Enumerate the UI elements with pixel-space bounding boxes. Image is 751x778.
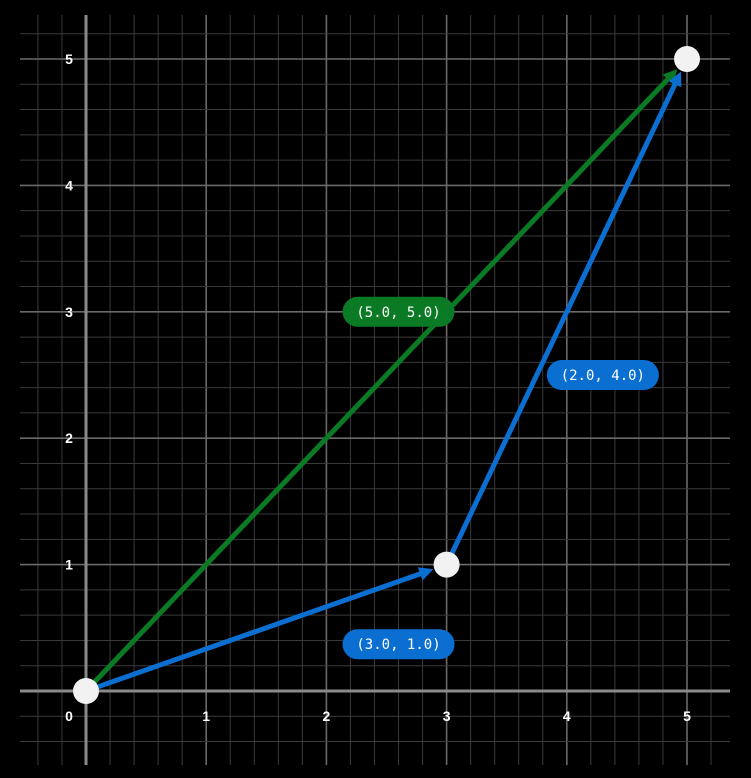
point-marker bbox=[73, 678, 99, 704]
vector-label-pill bbox=[342, 629, 455, 660]
x-tick-label: 0 bbox=[65, 708, 73, 724]
y-tick-label: 3 bbox=[65, 304, 73, 320]
y-tick-label: 1 bbox=[65, 557, 73, 573]
x-tick-label: 2 bbox=[323, 708, 331, 724]
vector-label-text: (5.0, 5.0) bbox=[356, 305, 440, 321]
vector-label-text: (2.0, 4.0) bbox=[561, 368, 645, 384]
x-tick-label: 3 bbox=[443, 708, 451, 724]
x-tick-label: 5 bbox=[683, 708, 691, 724]
vector-label: (2.0, 4.0) bbox=[546, 360, 659, 390]
vector-green-shaft bbox=[90, 76, 671, 687]
vector-label-text: (3.0, 1.0) bbox=[356, 637, 440, 653]
vector-blue-shaft bbox=[448, 81, 678, 559]
point-marker bbox=[674, 46, 700, 72]
vectors bbox=[90, 69, 682, 691]
points bbox=[73, 46, 700, 704]
vector-blue-arrowhead bbox=[417, 567, 434, 581]
y-tick-label: 5 bbox=[65, 51, 73, 67]
vector-blue-arrowhead bbox=[668, 71, 682, 88]
point-marker bbox=[433, 551, 460, 578]
vector-label-pill bbox=[342, 296, 455, 327]
vector-label: (3.0, 1.0) bbox=[342, 629, 455, 660]
vector-label-pill bbox=[546, 360, 659, 390]
vector-blue-shaft bbox=[92, 571, 423, 691]
axes bbox=[20, 15, 730, 765]
vector-labels: (5.0, 5.0) (3.0, 1.0) (2.0, 4.0) bbox=[342, 296, 659, 660]
tick-labels: 0 1 2 3 4 5 1 2 3 4 5 bbox=[65, 51, 691, 724]
vector-label: (5.0, 5.0) bbox=[342, 296, 455, 327]
y-tick-label: 2 bbox=[65, 430, 73, 446]
x-tick-label: 1 bbox=[202, 708, 210, 724]
y-tick-label: 4 bbox=[65, 177, 73, 193]
x-tick-label: 4 bbox=[563, 708, 571, 724]
